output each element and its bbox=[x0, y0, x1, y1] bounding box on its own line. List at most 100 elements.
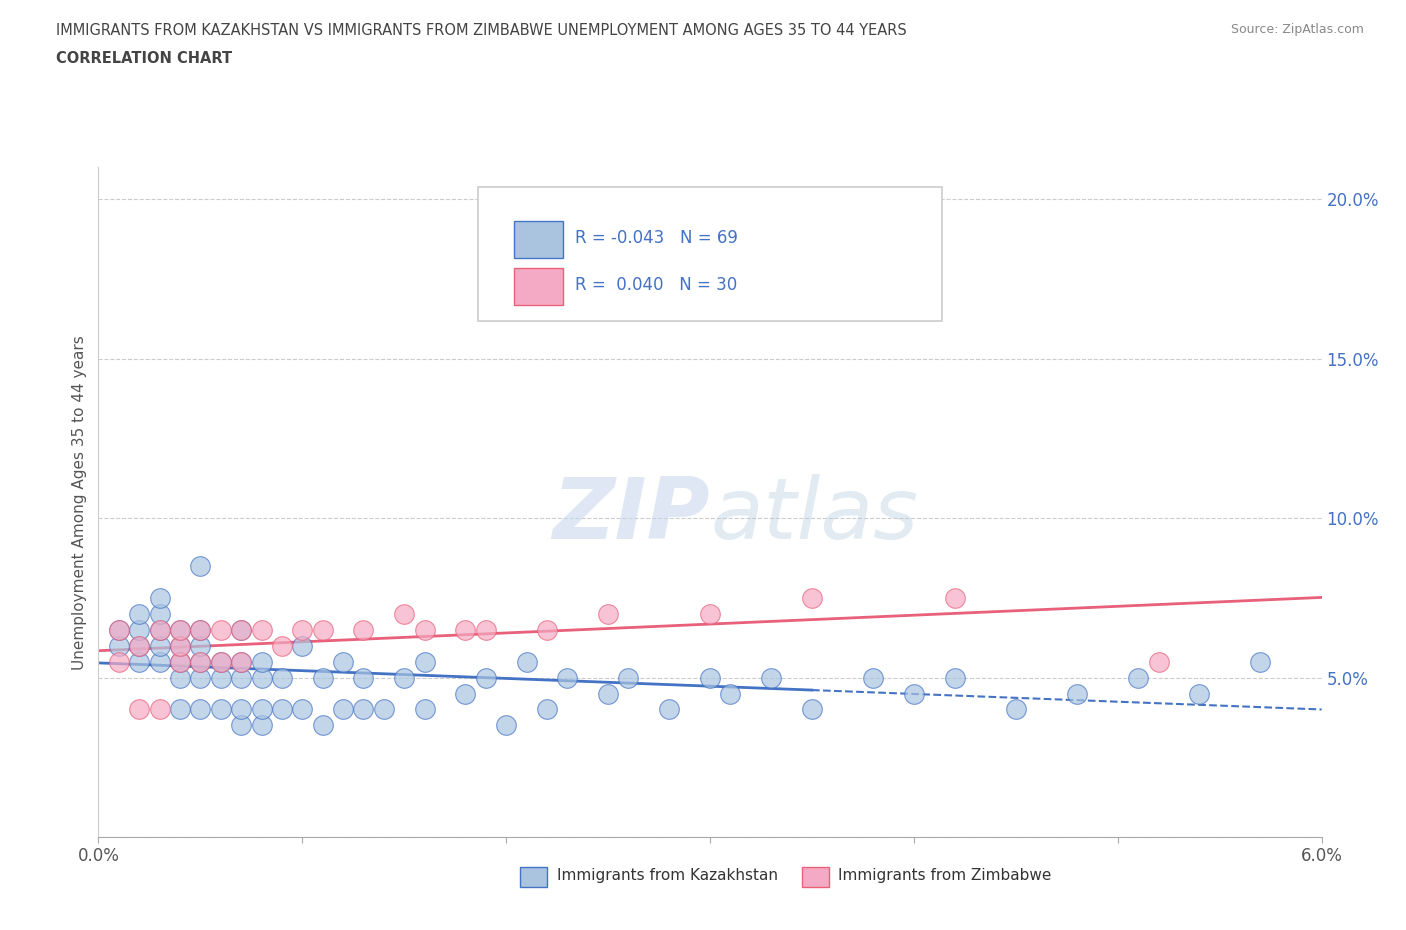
Point bbox=[128, 606, 150, 621]
Point bbox=[169, 622, 191, 637]
Point bbox=[495, 718, 517, 733]
Point bbox=[209, 671, 232, 685]
Point bbox=[454, 686, 477, 701]
Point bbox=[149, 606, 172, 621]
Text: R =  0.040   N = 30: R = 0.040 N = 30 bbox=[575, 275, 738, 294]
Point bbox=[332, 702, 354, 717]
Point bbox=[311, 671, 335, 685]
Point bbox=[231, 622, 253, 637]
Point bbox=[250, 671, 273, 685]
Text: CORRELATION CHART: CORRELATION CHART bbox=[56, 51, 232, 66]
Point bbox=[188, 622, 212, 637]
Point bbox=[188, 702, 212, 717]
Point bbox=[169, 654, 191, 669]
Point bbox=[209, 622, 232, 637]
Point bbox=[169, 654, 191, 669]
Text: Immigrants from Zimbabwe: Immigrants from Zimbabwe bbox=[838, 869, 1052, 883]
Point bbox=[598, 686, 620, 701]
Point bbox=[231, 622, 253, 637]
Point bbox=[1128, 671, 1150, 685]
Point bbox=[188, 671, 212, 685]
Point bbox=[903, 686, 925, 701]
Point bbox=[128, 638, 150, 653]
Point bbox=[699, 606, 721, 621]
Point bbox=[231, 702, 253, 717]
Point bbox=[108, 622, 131, 637]
Point bbox=[270, 638, 292, 653]
Text: IMMIGRANTS FROM KAZAKHSTAN VS IMMIGRANTS FROM ZIMBABWE UNEMPLOYMENT AMONG AGES 3: IMMIGRANTS FROM KAZAKHSTAN VS IMMIGRANTS… bbox=[56, 23, 907, 38]
Point bbox=[617, 671, 640, 685]
Point bbox=[108, 622, 131, 637]
Point bbox=[149, 622, 172, 637]
Point bbox=[188, 654, 212, 669]
Point bbox=[128, 702, 150, 717]
Point bbox=[270, 671, 292, 685]
Point bbox=[231, 654, 253, 669]
Point bbox=[128, 654, 150, 669]
Point bbox=[149, 622, 172, 637]
Point bbox=[128, 622, 150, 637]
Point bbox=[291, 702, 314, 717]
Point bbox=[536, 622, 558, 637]
Point bbox=[169, 638, 191, 653]
Point bbox=[1249, 654, 1271, 669]
Point bbox=[555, 671, 579, 685]
Point bbox=[943, 591, 966, 605]
FancyBboxPatch shape bbox=[520, 867, 547, 887]
Point bbox=[352, 702, 374, 717]
Point bbox=[413, 654, 436, 669]
FancyBboxPatch shape bbox=[515, 268, 564, 305]
Text: ZIP: ZIP bbox=[553, 474, 710, 557]
Point bbox=[392, 606, 416, 621]
Point bbox=[149, 654, 172, 669]
Point bbox=[943, 671, 966, 685]
Point bbox=[169, 671, 191, 685]
Point bbox=[209, 702, 232, 717]
Point bbox=[1188, 686, 1211, 701]
Point bbox=[188, 622, 212, 637]
Point bbox=[1066, 686, 1088, 701]
Point bbox=[413, 622, 436, 637]
Point bbox=[209, 654, 232, 669]
Point bbox=[516, 654, 538, 669]
Text: Immigrants from Kazakhstan: Immigrants from Kazakhstan bbox=[557, 869, 778, 883]
Point bbox=[373, 702, 395, 717]
Point bbox=[598, 606, 620, 621]
Point bbox=[332, 654, 354, 669]
Y-axis label: Unemployment Among Ages 35 to 44 years: Unemployment Among Ages 35 to 44 years bbox=[72, 335, 87, 670]
Point bbox=[270, 702, 292, 717]
Point bbox=[862, 671, 884, 685]
Point bbox=[474, 671, 498, 685]
Point bbox=[311, 718, 335, 733]
Point bbox=[392, 671, 416, 685]
Text: Source: ZipAtlas.com: Source: ZipAtlas.com bbox=[1230, 23, 1364, 36]
FancyBboxPatch shape bbox=[801, 867, 828, 887]
Point bbox=[291, 638, 314, 653]
Point bbox=[413, 702, 436, 717]
Point bbox=[1147, 654, 1170, 669]
Point bbox=[311, 622, 335, 637]
Point bbox=[188, 654, 212, 669]
Point bbox=[454, 622, 477, 637]
Point bbox=[231, 654, 253, 669]
Point bbox=[149, 702, 172, 717]
Point bbox=[231, 718, 253, 733]
Point bbox=[352, 671, 374, 685]
Point bbox=[149, 591, 172, 605]
Point bbox=[250, 702, 273, 717]
Point bbox=[169, 622, 191, 637]
Point bbox=[801, 702, 824, 717]
Point bbox=[352, 622, 374, 637]
Point bbox=[658, 702, 681, 717]
Point bbox=[128, 638, 150, 653]
Point bbox=[250, 718, 273, 733]
Point bbox=[250, 654, 273, 669]
Point bbox=[1004, 702, 1026, 717]
Point bbox=[188, 559, 212, 574]
Point bbox=[699, 671, 721, 685]
Point bbox=[761, 671, 783, 685]
Point bbox=[209, 654, 232, 669]
Point bbox=[188, 638, 212, 653]
Point bbox=[108, 654, 131, 669]
Text: atlas: atlas bbox=[710, 474, 918, 557]
